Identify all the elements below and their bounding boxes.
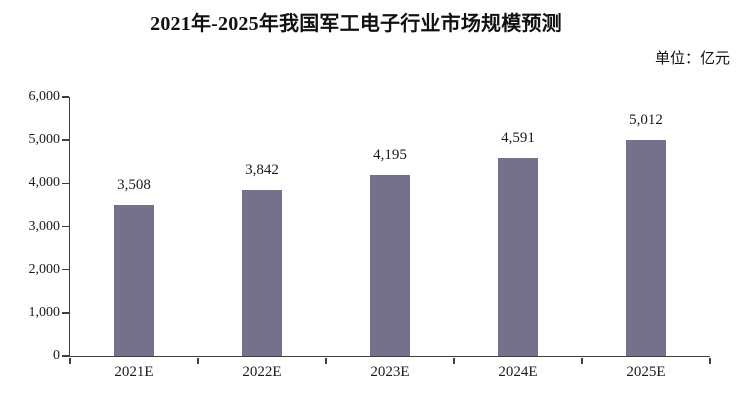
y-axis-label: 2,000 (28, 261, 61, 277)
y-axis-label: 6,000 (28, 89, 61, 104)
bar-value-label: 3,508 (117, 176, 151, 193)
x-axis-tick (453, 357, 455, 364)
chart-title: 2021年-2025年我国军工电子行业市场规模预测 (150, 13, 562, 35)
y-axis-label: 1,000 (28, 304, 61, 320)
y-axis-label: 5,000 (28, 132, 61, 148)
y-axis-label: 0 (53, 348, 60, 363)
y-axis-tick (62, 182, 69, 185)
y-axis-label: 4,000 (28, 175, 61, 191)
bar-2023E (370, 174, 410, 356)
y-axis-tick (62, 225, 69, 228)
x-axis-tick (581, 357, 583, 364)
bar-2022E (242, 190, 282, 356)
y-axis-tick (62, 96, 69, 98)
y-axis-label: 3,000 (28, 218, 61, 234)
bar-value-label: 5,012 (629, 111, 663, 128)
y-axis-tick (62, 355, 69, 357)
y-axis-tick (62, 268, 69, 271)
x-axis-label: 2025E (626, 364, 666, 380)
x-axis-label: 2022E (242, 364, 282, 380)
x-axis-label: 2023E (370, 364, 410, 380)
x-axis-label: 2024E (498, 364, 538, 380)
y-axis-tick (62, 139, 69, 141)
x-axis-tick (197, 357, 199, 364)
bar-value-label: 4,591 (501, 129, 535, 146)
y-axis-tick (62, 312, 69, 314)
x-axis-tick (325, 357, 327, 364)
x-axis-label: 2021E (114, 364, 154, 380)
x-axis-tick (69, 357, 71, 364)
bar-value-label: 3,842 (245, 162, 279, 179)
bar-2021E (114, 204, 154, 356)
bar-value-label: 4,195 (373, 146, 407, 163)
plot-area: 0 1,000 2,000 3,000 4,000 5,000 6,000 3,508 2021… (29, 89, 711, 380)
bar-2025E (626, 139, 666, 356)
bar-2024E (498, 157, 538, 356)
x-axis-tick (709, 357, 711, 364)
unit-label: 单位：亿元 (654, 51, 730, 67)
